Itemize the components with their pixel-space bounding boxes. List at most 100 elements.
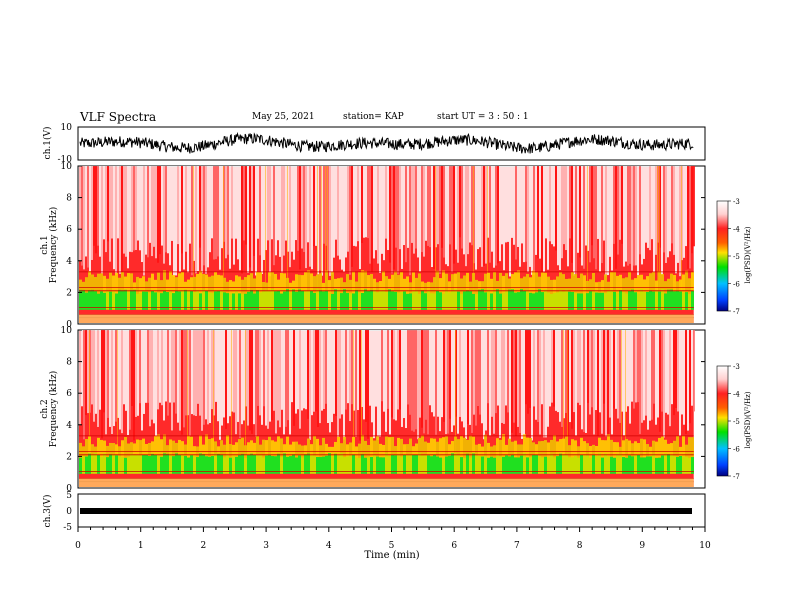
spec-green-band — [343, 289, 346, 310]
colorbar-tick-label: -4 — [733, 391, 740, 399]
spec-column — [367, 166, 369, 239]
spec-column — [509, 330, 511, 440]
spec-column — [511, 166, 513, 238]
spec-column — [119, 330, 121, 430]
spec-column — [123, 166, 125, 254]
spec-yellow-band — [487, 272, 490, 294]
spec-yellow-band — [472, 273, 475, 294]
spec-green-band — [622, 292, 625, 310]
spec-yellow-band — [118, 446, 121, 458]
spec-yellow-band — [580, 437, 583, 458]
spec-column — [447, 330, 449, 434]
spec-yellow-band — [109, 442, 112, 458]
spec-column — [637, 330, 639, 403]
spec-yellow-band — [613, 271, 616, 294]
colorbar-tick-label: -7 — [733, 308, 740, 316]
spec-column — [387, 166, 389, 251]
spec-column — [137, 330, 139, 416]
spec-column — [619, 166, 621, 240]
spec-yellow-band — [601, 440, 604, 458]
spec-column — [79, 330, 81, 425]
spec-column — [469, 330, 471, 425]
spec-green-band — [574, 455, 577, 474]
spec-column — [315, 330, 317, 412]
colorbar-tick-label: -6 — [733, 446, 740, 454]
spec-column — [221, 330, 223, 426]
spec-column — [149, 330, 151, 427]
spec-column — [507, 166, 509, 242]
spec-green-band — [571, 457, 574, 474]
spec-green-band — [454, 453, 457, 474]
spec-green-band — [112, 454, 115, 474]
spec-column — [263, 330, 265, 407]
spec-green-band — [685, 292, 688, 310]
spec-yellow-band — [541, 272, 544, 294]
spec-green-band — [358, 457, 361, 474]
spec-column — [263, 166, 265, 260]
spec-column — [173, 166, 175, 277]
ch1-ytick-top: 10 — [61, 123, 73, 133]
spec-green-band — [493, 457, 496, 474]
spec-column — [253, 330, 255, 425]
spec-green-band — [256, 290, 259, 310]
spec-yellow-band — [448, 444, 451, 458]
spec-green-band — [400, 292, 403, 310]
spec-green-band — [91, 454, 94, 474]
spec-yellow-band — [532, 270, 535, 294]
spec-yellow-band — [577, 446, 580, 458]
spec-column — [225, 166, 227, 259]
spec-column — [463, 330, 465, 428]
spec-yellow-band — [241, 279, 244, 294]
x-tick-label: 7 — [514, 541, 520, 551]
spec-column — [573, 330, 575, 413]
ch1-ylabel: ch.1(V) — [42, 127, 53, 160]
spec-column — [433, 166, 435, 269]
spec-yellow-band — [463, 275, 466, 294]
spec-column — [473, 330, 475, 415]
spec-yellow-band — [667, 278, 670, 294]
spec-column — [679, 330, 681, 436]
spec-yellow-band — [250, 440, 253, 458]
freq-tick-label: 8 — [66, 358, 72, 368]
spec-yellow-band — [649, 446, 652, 458]
spec-column — [501, 166, 503, 245]
spec-yellow-band — [631, 443, 634, 458]
spec-yellow-band — [178, 439, 181, 458]
spec-green-band — [85, 456, 88, 474]
spec-column — [651, 166, 653, 240]
spec-green-band — [181, 454, 184, 474]
spec-column — [635, 330, 637, 403]
spec-column — [569, 330, 571, 423]
spec-column — [551, 330, 553, 403]
spec-green-band — [217, 291, 220, 310]
spec-column — [549, 166, 551, 242]
spec-green-band — [256, 455, 259, 474]
spec-column — [325, 330, 327, 404]
spec-yellow-band — [241, 437, 244, 458]
spec-column — [399, 330, 401, 410]
spec-column — [105, 330, 107, 435]
spec-column — [579, 166, 581, 258]
spec-green-band — [187, 290, 190, 310]
spec-column — [691, 166, 693, 254]
spec-green-band — [430, 456, 433, 474]
freq-tick-label: 2 — [66, 288, 72, 298]
spec-green-band — [478, 289, 481, 310]
spec-green-band — [688, 457, 691, 474]
x-tick-label: 6 — [451, 541, 457, 551]
spec-column — [375, 330, 377, 407]
spec-green-band — [538, 289, 541, 310]
spec-column — [439, 166, 441, 274]
spec-green-band — [244, 457, 247, 474]
spec-green-band — [496, 289, 499, 310]
ch1-waveform-line — [79, 131, 694, 154]
spec-green-band — [640, 457, 643, 474]
spec-column — [225, 330, 227, 429]
spec-green-band — [463, 291, 466, 310]
spec-yellow-band — [151, 441, 154, 458]
spec-green-band — [469, 457, 472, 474]
spec-yellow-band — [205, 434, 208, 458]
spec-yellow-band — [454, 436, 457, 458]
spec-green-band — [382, 290, 385, 310]
spec-column — [119, 166, 121, 274]
